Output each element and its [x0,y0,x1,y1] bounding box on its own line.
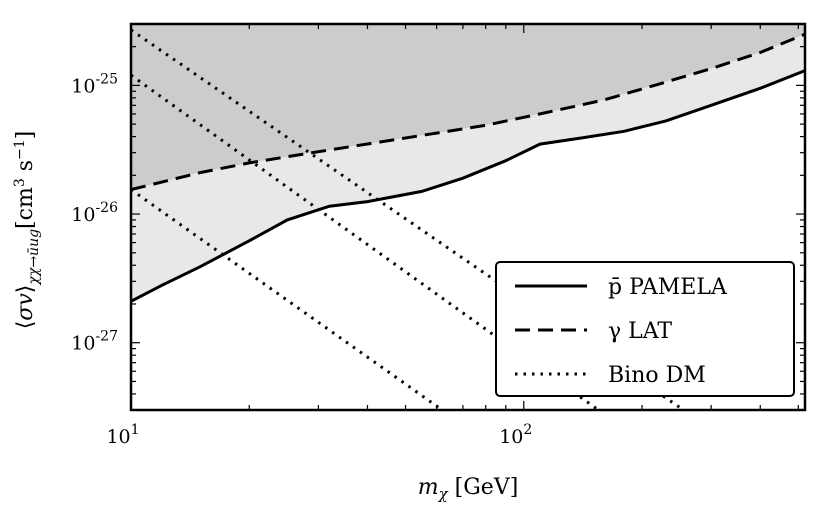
bino-dm-line-2 [131,73,600,410]
y-tick-label: 10-27 [71,329,118,355]
legend-label-lat: γ LAT [608,319,672,344]
y-tick-label: 10-26 [71,200,118,226]
x-tick-label: 102 [499,422,532,448]
x-axis-label: mχ [GeV] [418,475,519,503]
legend-label-pamela: p̄ PAMELA [608,275,728,300]
bino-dm-line-1 [131,28,685,410]
series-layer [131,28,805,410]
tick-labels: 101 102 10-27 10-26 10-25 [71,71,532,448]
plot-frame [129,22,807,412]
lat-limit-line [131,32,805,192]
x-tick-label: 101 [106,422,139,448]
y-tick-label: 10-25 [71,71,118,97]
legend: p̄ PAMELA γ LAT Bino DM [495,261,795,397]
lat-excluded-region [131,24,805,190]
y-axis-label: ⟨σv⟩χχ→ūug[cm3 s−1] [12,131,42,330]
legend-label-bino: Bino DM [608,363,706,388]
pamela-limit-line [131,69,805,303]
legend-box [495,261,795,397]
pamela-excluded-region [131,34,805,302]
